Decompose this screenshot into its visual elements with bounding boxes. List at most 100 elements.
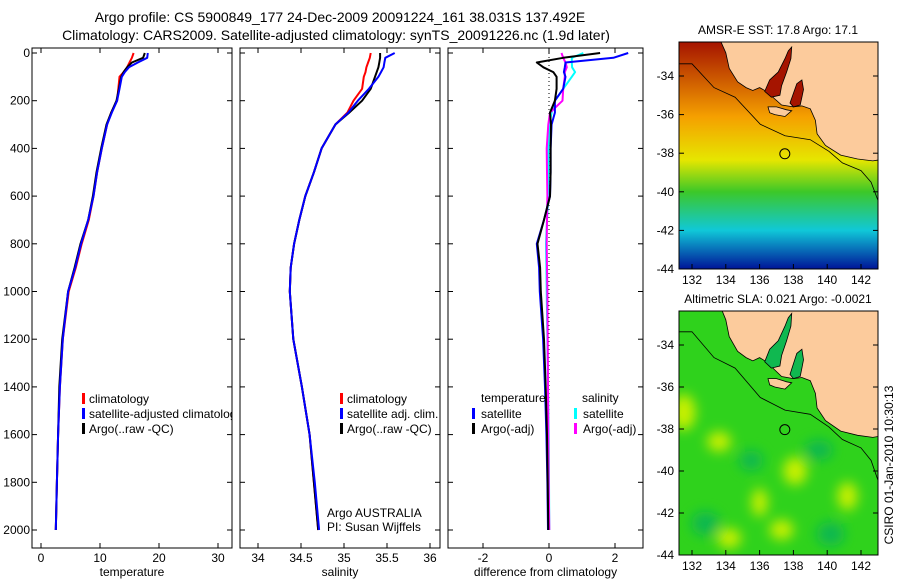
spencer-gulf — [764, 45, 793, 98]
x-tick-label: 30 — [211, 551, 225, 565]
y-tick-label: 2000 — [3, 523, 30, 537]
legend-swatch — [574, 408, 577, 419]
x-tick-label: 2 — [612, 551, 619, 565]
lat-tick-label: -34 — [657, 338, 675, 352]
legend-label: Argo(..raw -QC) — [347, 422, 432, 436]
legend-label: satellite adj. clim. — [347, 407, 438, 421]
x-tick-label: 20 — [152, 551, 166, 565]
lon-tick-label: 132 — [682, 273, 702, 287]
sla-blob — [679, 394, 696, 431]
legend-swatch — [82, 393, 85, 404]
y-tick-label: 800 — [10, 237, 30, 251]
legend-label: satellite — [583, 407, 624, 421]
lon-tick-label: 136 — [750, 273, 770, 287]
legend-swatch — [340, 423, 343, 434]
lat-tick-label: -34 — [657, 69, 675, 83]
series-line-argo-adj- — [535, 52, 601, 531]
lat-tick-label: -44 — [657, 262, 675, 276]
legend-swatch — [472, 408, 475, 419]
argo-float-marker — [779, 148, 791, 160]
sla-blob — [769, 519, 794, 540]
lat-tick-label: -42 — [657, 506, 675, 520]
map-sla — [679, 311, 878, 555]
legend-label: Argo(-adj) — [583, 422, 636, 436]
sla-blob — [717, 528, 742, 549]
x-tick-label: 34.5 — [289, 551, 313, 565]
x-tick-label: 35 — [337, 551, 351, 565]
series-line-argo-adj- — [545, 52, 568, 531]
y-tick-label: 200 — [10, 94, 30, 108]
legend-swatch — [340, 408, 343, 419]
plot-area — [535, 52, 629, 531]
legend-label: satellite-adjusted climatology — [89, 407, 242, 421]
legend-swatch — [82, 423, 85, 434]
y-tick-label: 400 — [10, 141, 30, 155]
y-tick-label: 1000 — [3, 285, 30, 299]
plot-frame — [239, 47, 441, 549]
x-tick-label: 10 — [93, 551, 107, 565]
sla-anomalies — [679, 394, 858, 549]
legend-swatch — [340, 393, 343, 404]
x-tick-label: 36 — [423, 551, 437, 565]
y-tick-label: 0 — [23, 46, 30, 60]
annotation-text: PI: Susan Wijffels — [327, 520, 421, 534]
y-tick-label: 1200 — [3, 332, 30, 346]
x-tick-label: 35.5 — [375, 551, 399, 565]
gulf-st-vincent — [789, 348, 804, 380]
x-tick-label: 0 — [38, 551, 45, 565]
map-sst — [679, 42, 878, 269]
sla-blob — [707, 431, 732, 452]
y-tick-label: 1600 — [3, 428, 30, 442]
series-line-climatology — [288, 52, 372, 531]
annotation-text: Argo AUSTRALIA — [327, 506, 422, 520]
argo-float-marker — [779, 424, 791, 436]
legend-label: climatology — [89, 392, 149, 406]
lon-tick-label: 140 — [817, 559, 837, 573]
lat-tick-label: -42 — [657, 223, 675, 237]
plot-frame — [447, 47, 644, 549]
map-frame — [678, 310, 879, 556]
legend: temperature salinitysatelliteArgo(-adj)sa… — [472, 391, 636, 436]
lon-tick-label: 134 — [716, 273, 736, 287]
lon-tick-label: 140 — [817, 273, 837, 287]
y-tick-label: 1800 — [3, 475, 30, 489]
lat-tick-label: -36 — [657, 108, 675, 122]
lat-tick-label: -38 — [657, 146, 675, 160]
legend-swatch — [82, 408, 85, 419]
lon-tick-label: 136 — [750, 559, 770, 573]
isobath-line — [679, 63, 878, 202]
lon-tick-label: 138 — [783, 559, 803, 573]
kangaroo-island — [767, 378, 793, 390]
lon-tick-label: 142 — [851, 559, 871, 573]
plot-frame — [31, 47, 233, 549]
lat-tick-label: -38 — [657, 422, 675, 436]
gulf-st-vincent — [789, 79, 804, 108]
timestamp-stamp: CSIRO 01-Jan-2010 10:30:13 — [882, 385, 896, 544]
isobath-line — [679, 331, 878, 482]
sla-blob — [804, 440, 833, 460]
map-frame — [678, 41, 879, 270]
series-line-satellite-adj-clim- — [288, 52, 396, 531]
legend-label: Argo(-adj) — [481, 422, 534, 436]
spencer-gulf — [764, 312, 793, 369]
x-tick-label: 0 — [546, 551, 553, 565]
x-axis-label: temperature — [100, 565, 165, 579]
lat-tick-label: -44 — [657, 548, 675, 562]
legend-header: temperature — [481, 391, 546, 405]
map-title: Altimetric SLA: 0.021 Argo: -0.0021 — [684, 292, 872, 306]
x-axis-label: difference from climatology — [474, 565, 617, 579]
sla-blob — [783, 457, 808, 485]
sla-blob — [751, 488, 768, 517]
series-line-satellite-adjusted-climatology — [54, 52, 149, 531]
y-tick-label: 600 — [10, 189, 30, 203]
y-tick-label: 1400 — [3, 380, 30, 394]
sla-blob — [837, 482, 858, 511]
figure-title-line2: Climatology: CARS2009. Satellite-adjuste… — [62, 27, 610, 43]
legend-header: salinity — [582, 391, 619, 405]
plot-area — [288, 52, 396, 531]
legend-label: Argo(..raw -QC) — [89, 422, 174, 436]
